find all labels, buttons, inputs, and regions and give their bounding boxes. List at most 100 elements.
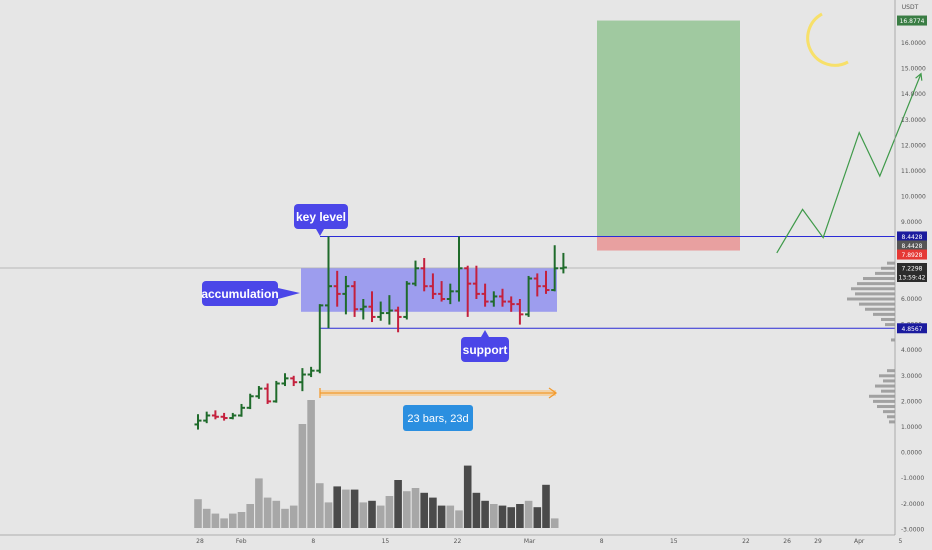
support-callout-box <box>461 337 509 362</box>
volume-bar <box>229 513 237 528</box>
volume-profile-bar <box>887 261 895 265</box>
accumulation-callout-pointer <box>278 288 300 299</box>
volume-bar <box>490 504 498 528</box>
accumulation-callout-box <box>202 281 278 306</box>
candle <box>464 265 472 317</box>
volume-profile-bar <box>881 317 895 321</box>
volume-profile-bar <box>869 394 895 398</box>
candle <box>307 366 315 378</box>
y-tick-label: 3.0000 <box>901 373 922 380</box>
candle <box>316 304 324 374</box>
y-tick-label: 13.0000 <box>901 117 926 124</box>
y-tick-label: 6.0000 <box>901 296 922 303</box>
volume-bar <box>237 512 246 528</box>
y-tick-label: 9.0000 <box>901 219 922 226</box>
volume-bar <box>324 502 333 528</box>
volume-profile-bar <box>891 338 895 342</box>
volume-profile-bar <box>857 282 895 286</box>
volume-bar <box>342 489 350 528</box>
candle <box>551 245 559 292</box>
key-level-callout-pointer <box>316 229 324 236</box>
volume-bar <box>281 508 289 528</box>
volume-bar <box>350 489 359 528</box>
volume-profile-bar <box>887 415 895 419</box>
accumulation-box <box>301 268 557 312</box>
candle <box>403 281 411 320</box>
volume-bar <box>298 424 307 528</box>
x-tick-label: 5 <box>898 538 902 545</box>
price-label: 13:59:42 <box>897 272 927 282</box>
y-tick-label: -3.0000 <box>901 526 924 533</box>
price-label-text: 16.8774 <box>900 18 925 25</box>
volume-bar <box>542 484 550 528</box>
volume-profile-bar <box>887 369 895 373</box>
y-tick-label: -1.0000 <box>901 475 924 482</box>
currency-label: USDT <box>902 4 919 11</box>
candle <box>525 275 533 317</box>
volume-profile-bar <box>875 271 895 275</box>
price-label-text: 8.4428 <box>902 243 923 250</box>
volume-profile-bar <box>881 389 895 393</box>
support-callout: support <box>461 330 509 362</box>
price-label-text: 8.4428 <box>902 234 923 241</box>
price-label: 8.4428 <box>897 240 927 251</box>
candle <box>238 403 245 417</box>
candle <box>438 281 446 302</box>
candle <box>394 306 402 333</box>
x-tick-label: Mar <box>524 538 536 545</box>
volume-bar <box>481 500 489 528</box>
volume-bar <box>429 497 437 528</box>
volume-bar <box>516 504 524 528</box>
y-tick-label: 4.0000 <box>901 347 922 354</box>
price-label: 7.2298 <box>897 263 927 273</box>
volume-profile-bar <box>855 292 895 296</box>
volume-bar <box>220 518 228 528</box>
x-tick-label: Apr <box>854 538 865 545</box>
range-label-box <box>403 405 473 431</box>
x-tick-label: 15 <box>670 538 678 545</box>
volume-profile-bar <box>877 405 895 409</box>
range-arrow-head <box>548 387 558 399</box>
projection-arrowhead <box>915 72 923 81</box>
range-label-text: 23 bars, 23d <box>407 413 468 425</box>
y-tick-label: 12.0000 <box>901 142 926 149</box>
price-label-text: 13:59:42 <box>899 275 926 282</box>
volume-bar <box>446 505 455 528</box>
candle <box>516 299 524 325</box>
candle <box>472 265 480 299</box>
candle <box>325 236 332 329</box>
volume-profile-bar <box>883 410 895 414</box>
accumulation-callout: accumulation <box>201 281 300 306</box>
moon-icon <box>806 12 849 67</box>
volume-bar <box>289 505 298 528</box>
volume-bar <box>524 500 533 528</box>
price-label-text: 7.8928 <box>902 252 923 259</box>
candle <box>220 412 228 421</box>
candle <box>264 383 272 404</box>
key-level-callout-text: key level <box>296 210 346 224</box>
x-tick-label: 22 <box>454 538 462 545</box>
candle <box>281 373 289 387</box>
volume-profile-bar <box>889 420 895 424</box>
candle <box>412 260 419 287</box>
price-label: 7.8928 <box>897 249 927 260</box>
candle <box>533 273 541 297</box>
volume-profile-bar <box>863 277 895 281</box>
candle <box>203 411 211 424</box>
volume-bar <box>498 505 507 528</box>
candle <box>298 368 306 392</box>
volume-profile-bar <box>879 374 895 378</box>
volume-bar <box>359 502 368 528</box>
volume-profile-bar <box>873 312 895 316</box>
volume-bar <box>533 507 542 528</box>
y-tick-label: 2.0000 <box>901 398 922 405</box>
candle <box>490 291 498 307</box>
volume-profile-bar <box>859 302 895 306</box>
target-zone <box>597 20 740 237</box>
candle <box>542 270 550 294</box>
volume-profile-bar <box>847 297 895 301</box>
x-tick-label: 29 <box>814 538 822 545</box>
candle <box>194 414 202 430</box>
price-label-bg <box>897 231 927 242</box>
volume-bar <box>472 492 481 528</box>
